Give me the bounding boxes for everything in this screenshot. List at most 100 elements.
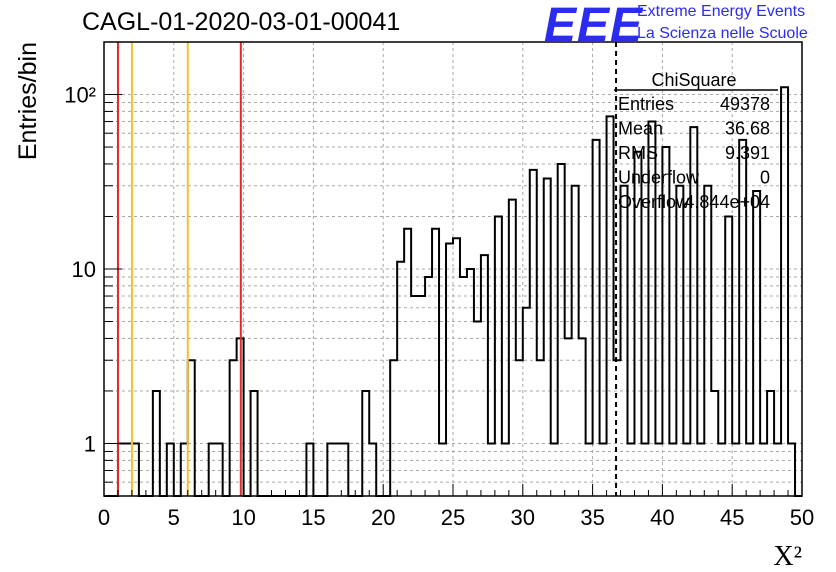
run-title: CAGL-01-2020-03-01-00041 (82, 8, 401, 36)
x-tick-label: 40 (650, 505, 674, 530)
histogram-bin (593, 140, 600, 496)
histogram-bin (216, 443, 223, 496)
stats-row-label: Underflow (618, 168, 700, 188)
histogram-bin (495, 216, 502, 496)
histogram-bin (439, 443, 446, 496)
histogram-bin (132, 443, 139, 496)
x-tick-label: 10 (231, 505, 255, 530)
histogram-bin (697, 443, 704, 496)
histogram-bin (746, 443, 753, 496)
histogram-bin (460, 277, 467, 496)
histogram-bin (628, 443, 635, 496)
histogram-bin (341, 443, 348, 496)
stats-row-label: Overflow (618, 192, 690, 212)
histogram-bin (558, 164, 565, 496)
histogram-bin (641, 443, 648, 496)
histogram-bin (683, 443, 690, 496)
stats-box-title: ChiSquare (651, 70, 736, 90)
histogram-outline (104, 86, 802, 497)
histogram-bin (516, 360, 523, 496)
histogram-bin (251, 391, 258, 496)
histogram-bin (753, 191, 760, 496)
histogram-bin (669, 443, 676, 496)
histogram-bin (488, 443, 495, 496)
logo-tagline-1: Extreme Energy Events (637, 3, 806, 20)
histogram-bin (306, 443, 313, 496)
histogram-bin (530, 170, 537, 496)
histogram-bin (711, 391, 718, 496)
histogram-bin (676, 186, 683, 496)
stats-row-label: Entries (618, 94, 674, 114)
histogram-bin (167, 443, 174, 496)
histogram-bin (362, 391, 369, 496)
histogram-bin (327, 443, 334, 496)
x-tick-label: 30 (511, 505, 535, 530)
histogram-bin (453, 238, 460, 496)
histogram-bin (502, 443, 509, 496)
y-tick-label: 1 (84, 431, 96, 456)
histogram-bin (446, 244, 453, 496)
histogram-bin (369, 443, 376, 496)
x-tick-label: 15 (301, 505, 325, 530)
y-tick-label: 10² (64, 83, 96, 108)
histogram-bin (432, 229, 439, 496)
histogram-bin (125, 443, 132, 496)
histogram-bin (621, 186, 628, 496)
histogram-bin (334, 443, 341, 496)
histogram-bin (774, 443, 781, 496)
histogram-bin (118, 443, 125, 496)
histogram-bin (704, 186, 711, 496)
stats-row-value: 49378 (720, 94, 770, 114)
x-tick-label: 25 (441, 505, 465, 530)
x-tick-label: 0 (98, 505, 110, 530)
x-tick-label: 5 (168, 505, 180, 530)
histogram-bin (404, 229, 411, 496)
stats-row-value: 0 (760, 168, 770, 188)
histogram-bin (425, 277, 432, 496)
y-tick-label: 10 (72, 257, 96, 282)
histogram-bin (544, 179, 551, 496)
histogram-bin (607, 116, 614, 496)
histogram-bin (781, 87, 788, 496)
histogram-bin (767, 391, 774, 496)
histogram-bin (537, 360, 544, 496)
histogram-bin (732, 443, 739, 496)
histogram-bin (760, 443, 767, 496)
histogram-bin (188, 360, 195, 496)
histogram-bin (586, 443, 593, 496)
x-tick-label: 20 (371, 505, 395, 530)
logo-tagline-2: La Scienza nelle Scuole (637, 25, 808, 42)
y-axis-title: Entries/bin (14, 42, 42, 160)
histogram-bin (551, 443, 558, 496)
histogram-bin (418, 296, 425, 496)
histogram-bin (572, 186, 579, 496)
stats-row-value: 9.391 (725, 143, 770, 163)
histogram-bin (474, 322, 481, 496)
histogram-bin (718, 443, 725, 496)
histogram-bin (565, 338, 572, 496)
histogram-bin (600, 443, 607, 496)
histogram-bin (181, 443, 188, 496)
histogram-bin (788, 443, 795, 496)
histogram-bin (397, 262, 404, 496)
x-tick-label: 35 (580, 505, 604, 530)
histogram-bin (481, 255, 488, 496)
histogram-bin (230, 360, 237, 496)
stats-row-value: 36.68 (725, 119, 770, 139)
histogram-bin (523, 308, 530, 496)
stats-row-label: Mean (618, 119, 663, 139)
stats-row-value: 4.844e+04 (684, 192, 770, 212)
histogram-bin (655, 443, 662, 496)
stats-row-label: RMS (618, 143, 658, 163)
x-tick-label: 50 (790, 505, 814, 530)
histogram-bin (509, 200, 516, 496)
histogram-bin (153, 391, 160, 496)
x-tick-label: 45 (720, 505, 744, 530)
histogram-bin (411, 296, 418, 496)
x-axis-title: X² (773, 541, 802, 572)
histogram-bin (467, 269, 474, 496)
histogram-bin (579, 338, 586, 496)
histogram-bin (390, 360, 397, 496)
